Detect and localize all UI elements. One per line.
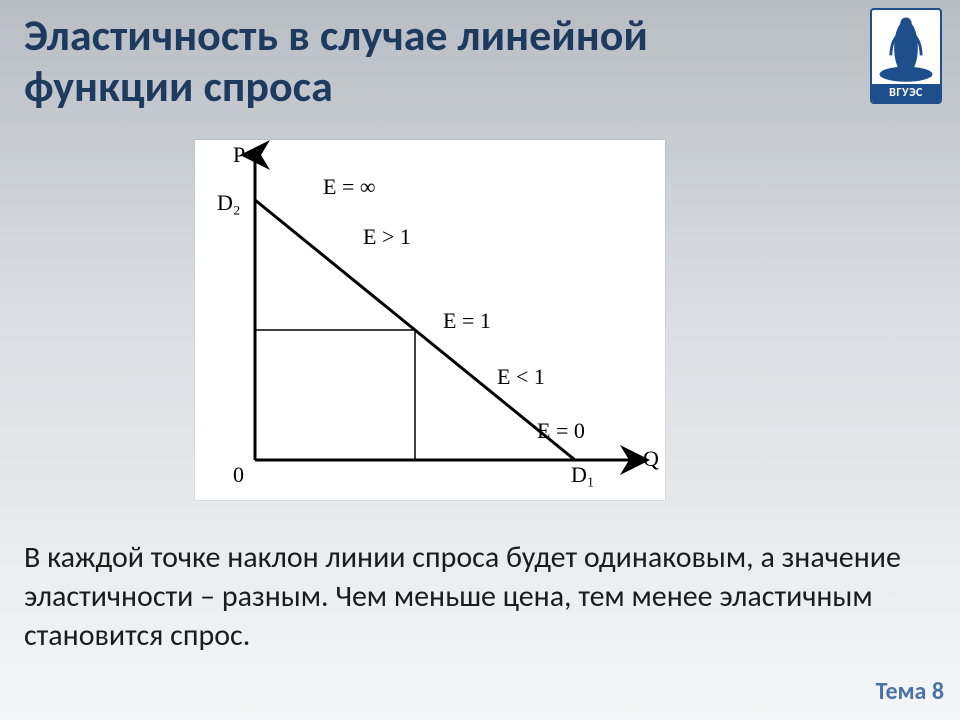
label-axis-q: Q: [643, 446, 659, 471]
label-d2: D₂: [217, 190, 241, 215]
slide-footer: Тема 8: [876, 677, 944, 706]
label-axis-p: P: [233, 142, 245, 167]
label-origin: 0: [233, 462, 244, 487]
label-d1: D₁: [571, 462, 595, 487]
label-e-gt1: E > 1: [363, 224, 411, 249]
label-e-inf: E = ∞: [323, 174, 376, 199]
label-e-lt1: E < 1: [497, 364, 545, 389]
chart-svg: P Q 0 D₂ D₁ E = ∞ E > 1 E = 1 E < 1 E = …: [195, 140, 665, 500]
label-e-0: E = 0: [537, 418, 585, 443]
slide-title: Эластичность в случае линейной функции с…: [24, 10, 824, 111]
label-e-eq1: E = 1: [443, 308, 491, 333]
logo-label: ВГУЭС: [872, 84, 940, 102]
logo-figure-icon: [872, 10, 940, 84]
slide-body-text: В каждой точке наклон линии спроса будет…: [24, 538, 936, 655]
elasticity-chart: P Q 0 D₂ D₁ E = ∞ E > 1 E = 1 E < 1 E = …: [195, 140, 665, 500]
logo: ВГУЭС: [870, 8, 942, 104]
